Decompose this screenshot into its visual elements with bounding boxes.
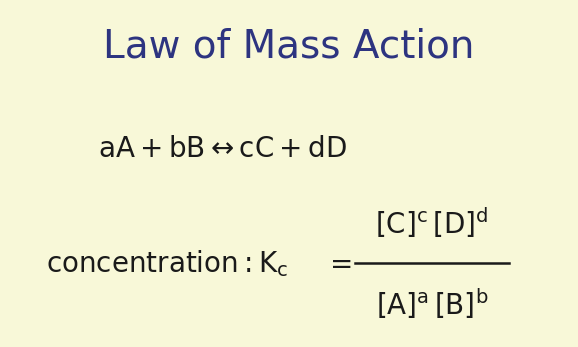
Text: Law of Mass Action: Law of Mass Action <box>103 27 475 66</box>
Text: $\mathsf{[A]^a\,[B]^b}$: $\mathsf{[A]^a\,[B]^b}$ <box>376 287 488 321</box>
Text: $\mathsf{aA + bB \leftrightarrow cC + dD}$: $\mathsf{aA + bB \leftrightarrow cC + dD… <box>98 135 347 163</box>
Text: $\mathsf{concentration : K_c}$: $\mathsf{concentration : K_c}$ <box>46 248 288 279</box>
Text: $\mathsf{=}$: $\mathsf{=}$ <box>324 249 352 277</box>
Text: $\mathsf{[C]^c\,[D]^d}$: $\mathsf{[C]^c\,[D]^d}$ <box>376 205 488 240</box>
